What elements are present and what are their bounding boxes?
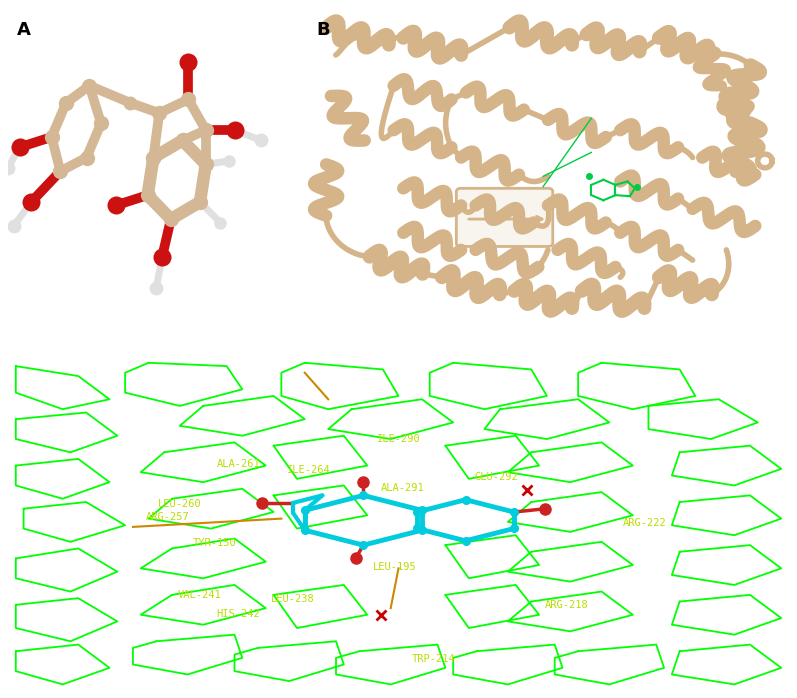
Text: TRP-214: TRP-214	[412, 654, 456, 664]
Text: ILE-290: ILE-290	[377, 434, 420, 444]
Text: C: C	[18, 371, 31, 389]
Text: LEU-260: LEU-260	[158, 498, 202, 509]
FancyBboxPatch shape	[457, 188, 553, 246]
Text: LEU-195: LEU-195	[373, 562, 417, 572]
Text: ARG-257: ARG-257	[146, 512, 190, 522]
Text: B: B	[316, 21, 330, 38]
Text: ARG-222: ARG-222	[622, 518, 666, 528]
Text: LEU-238: LEU-238	[271, 594, 315, 604]
Text: ARG-218: ARG-218	[544, 600, 588, 611]
Text: ILE-264: ILE-264	[287, 465, 331, 475]
Text: ALA-291: ALA-291	[380, 483, 424, 493]
Text: GLU-292: GLU-292	[474, 472, 518, 482]
Text: A: A	[17, 21, 30, 38]
Text: TYR-150: TYR-150	[193, 538, 237, 549]
Text: ALA-261: ALA-261	[217, 459, 261, 469]
Text: VAL-241: VAL-241	[178, 590, 222, 600]
Text: HIS-242: HIS-242	[217, 609, 261, 619]
